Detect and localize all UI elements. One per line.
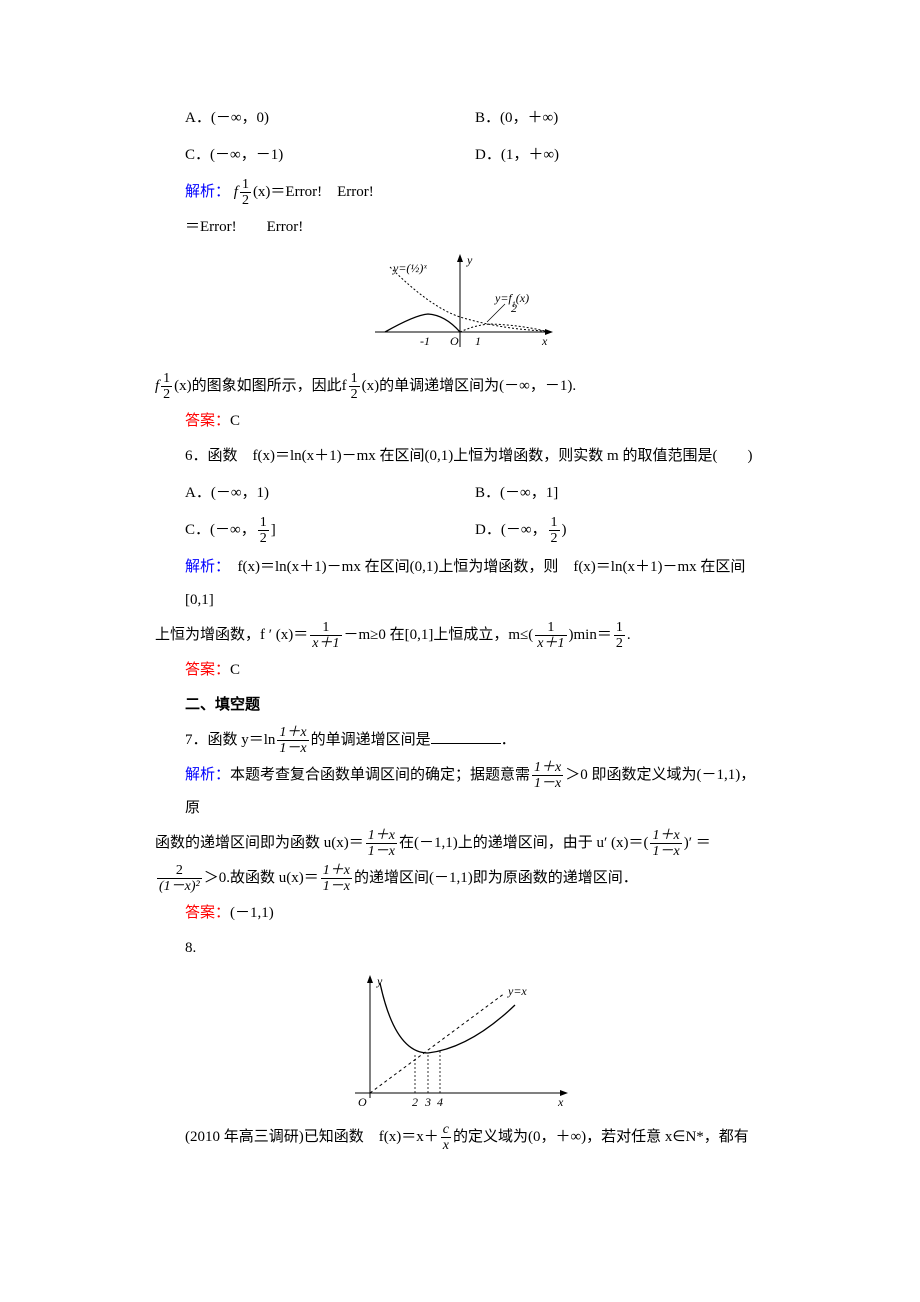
frac-half: 12 (159, 371, 174, 403)
q5-figure: y x O -1 1 y=(½)ˣ y=f1(x) 2 (360, 252, 560, 362)
q6-answer: 答案：C (155, 654, 765, 687)
q6-sol-2: 上恒为增函数，f ′ (x)＝1x＋1－m≥0 在[0,1]上恒成立，m≤(1x… (155, 619, 765, 652)
answer-value: C (230, 662, 240, 678)
t: (x)＝Error! Error! (253, 184, 374, 200)
frac-half: 12 (347, 371, 362, 403)
answer-value: C (230, 413, 240, 429)
q5-options-row2: C．(－∞，－1) D．(1，＋∞) (155, 137, 765, 174)
svg-text:y=x: y=x (507, 984, 527, 998)
answer-value: (－1,1) (230, 905, 274, 921)
svg-text:1: 1 (475, 334, 481, 348)
q7-stem: 7．函数 y＝ln1＋x1－x的单调递增区间是． (155, 724, 765, 757)
frac-half: 12 (238, 177, 253, 209)
answer-label: 答案： (185, 905, 230, 921)
svg-text:x: x (557, 1095, 564, 1109)
svg-text:x: x (541, 334, 548, 348)
q7-sol-1: 解析：本题考查复合函数单调区间的确定；据题意需1＋x1－x＞0 即函数定义域为(… (155, 759, 765, 825)
q6-opt-b: B．(－∞，1] (475, 477, 765, 510)
q6-opt-a: A．(－∞，1) (185, 477, 475, 510)
q6-sol-1: 解析： f(x)＝ln(x＋1)－mx 在区间(0,1)上恒为增函数，则 f(x… (155, 551, 765, 617)
svg-text:3: 3 (424, 1095, 431, 1109)
blank-field (431, 728, 501, 744)
q5-jiexi-line1: 解析： f12(x)＝Error! Error! (155, 176, 765, 209)
q8-stem: (2010 年高三调研)已知函数 f(x)＝x＋cx的定义域为(0，＋∞)，若对… (155, 1121, 765, 1154)
q6-options-row2: C．(－∞，12] D．(－∞，12) (155, 512, 765, 549)
q5-opt-a: A．(－∞，0) (185, 102, 475, 135)
q5-jiexi-line2: ＝Error! Error! (155, 211, 765, 244)
svg-text:y: y (466, 253, 473, 267)
svg-text:2: 2 (511, 301, 517, 315)
q6-opt-d: D．(－∞，12) (475, 514, 765, 547)
q5-conclusion: f12(x)的图象如图所示，因此f12(x)的单调递增区间为(－∞，－1). (155, 370, 765, 403)
q7-sol-2: 函数的递增区间即为函数 u(x)＝1＋x1－x在(－1,1)上的递增区间，由于 … (155, 827, 765, 860)
q5-answer: 答案：C (155, 405, 765, 438)
q5-opt-d: D．(1，＋∞) (475, 139, 765, 172)
jiexi-label: 解析： (185, 559, 223, 575)
q8-figure: y x O y=x 2 3 4 (340, 973, 580, 1113)
svg-text:O: O (450, 334, 459, 348)
q8-num: 8. (155, 932, 765, 965)
q7-sol-3: 2(1－x)²＞0.故函数 u(x)＝1＋x1－x的递增区间(－1,1)即为原函… (155, 862, 765, 895)
svg-text:2: 2 (412, 1095, 418, 1109)
q6-stem: 6．函数 f(x)＝ln(x＋1)－mx 在区间(0,1)上恒为增函数，则实数 … (155, 440, 765, 473)
q5-opt-b: B．(0，＋∞) (475, 102, 765, 135)
answer-label: 答案： (185, 662, 230, 678)
jiexi-label: 解析： (185, 767, 230, 783)
q6-opt-c: C．(－∞，12] (185, 514, 475, 547)
svg-text:O: O (358, 1095, 367, 1109)
svg-text:4: 4 (437, 1095, 443, 1109)
svg-text:y=(½)ˣ: y=(½)ˣ (392, 261, 427, 275)
svg-text:y: y (376, 974, 383, 988)
t: (x)的单调递增区间为(－∞，－1). (362, 378, 576, 394)
svg-text:-1: -1 (420, 334, 430, 348)
q5-options-row1: A．(－∞，0) B．(0，＋∞) (155, 100, 765, 137)
q5-opt-c: C．(－∞，－1) (185, 139, 475, 172)
section-2-header: 二、填空题 (155, 689, 765, 722)
page: A．(－∞，0) B．(0，＋∞) C．(－∞，－1) D．(1，＋∞) 解析：… (0, 0, 920, 1216)
q6-options-row1: A．(－∞，1) B．(－∞，1] (155, 475, 765, 512)
q7-answer: 答案：(－1,1) (155, 897, 765, 930)
jiexi-label: 解析： (185, 184, 230, 200)
t: (x)的图象如图所示，因此f (174, 378, 347, 394)
answer-label: 答案： (185, 413, 230, 429)
